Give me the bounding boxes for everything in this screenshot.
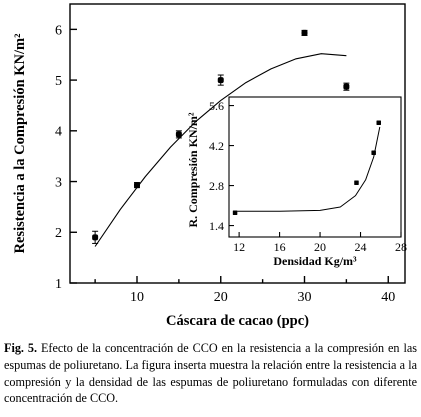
- caption-label: Fig. 5.: [4, 341, 38, 355]
- main-ytick-label: 5: [55, 74, 62, 89]
- main-point: [92, 234, 99, 241]
- inset-y-axis-title: R. Compresión KN/m²: [186, 112, 200, 227]
- inset-ytick-label: 2.8: [209, 179, 224, 193]
- inset-frame: [228, 96, 402, 238]
- inset-fit-curve: [237, 126, 381, 212]
- caption-text: Efecto de la concentración de CCO en la …: [4, 341, 417, 406]
- inset-ytick-label: 4.2: [209, 139, 224, 153]
- inset-xtick-label: 12: [233, 240, 245, 254]
- main-ytick-label: 4: [55, 125, 62, 140]
- inset-x-axis-title: Densidad Kg/m³: [273, 254, 357, 268]
- inset-point: [354, 180, 359, 185]
- inset-xtick-label: 28: [395, 240, 407, 254]
- inset-ytick-label: 5.6: [209, 99, 224, 113]
- main-x-axis-title: Cáscara de cacao (ppc): [166, 313, 309, 329]
- inset-point: [371, 150, 376, 155]
- main-ytick-label: 1: [55, 277, 62, 292]
- main-ytick-label: 6: [55, 23, 62, 38]
- inset-point: [376, 120, 381, 125]
- inset-xtick-label: 16: [274, 240, 286, 254]
- inset-xtick-label: 24: [355, 240, 367, 254]
- main-xtick-label: 40: [381, 290, 395, 305]
- main-point: [134, 182, 140, 189]
- main-frame: [69, 3, 406, 284]
- inset-point: [232, 210, 238, 215]
- main-y-axis-title: Resistencia a la Compresión KN/m²: [12, 34, 28, 254]
- main-xtick-label: 20: [214, 290, 228, 305]
- main-point: [343, 83, 350, 90]
- main-xtick-label: 30: [298, 290, 312, 305]
- main-xtick-label: 10: [130, 290, 144, 305]
- main-point: [217, 77, 224, 84]
- main-ytick-label: 3: [55, 175, 62, 190]
- main-point: [175, 131, 182, 138]
- main-point: [301, 29, 308, 36]
- inset-plot: 12 16 20 24 28 1.4 2.8 4.2 5.6 Densidad Kg/m³ R. C…: [186, 96, 407, 268]
- figure-caption: Fig. 5. Efecto de la concentración de CC…: [4, 340, 417, 407]
- inset-xtick-label: 20: [314, 240, 326, 254]
- inset-ytick-label: 1.4: [209, 219, 224, 233]
- main-ytick-label: 2: [55, 226, 62, 241]
